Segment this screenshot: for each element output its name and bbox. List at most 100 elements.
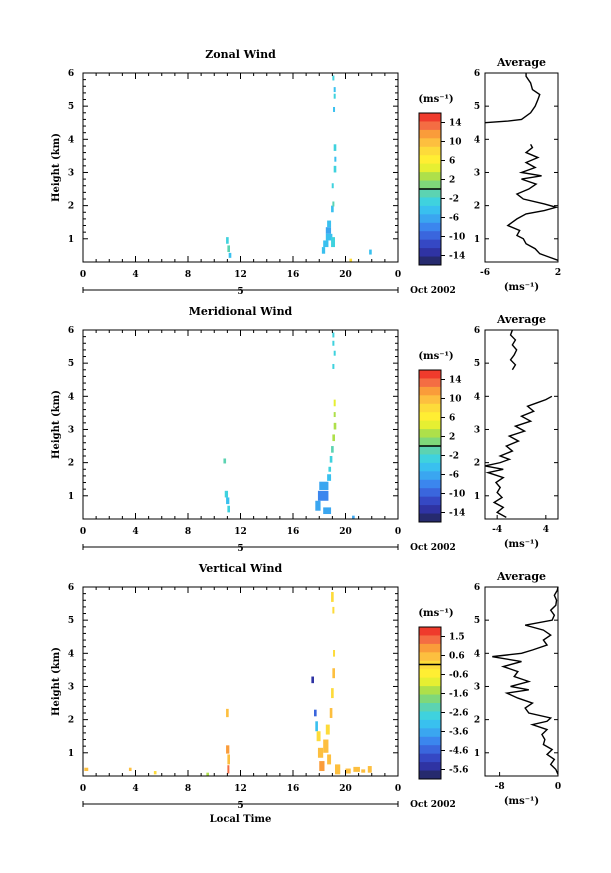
colorbar-swatch [419,513,441,523]
x-tick-label: 16 [287,527,300,537]
x-tick-label: 0 [80,527,86,537]
y-tick-label: 2 [68,202,74,212]
average-x-label: (ms⁻¹) [504,282,539,293]
colorbar-swatch [419,113,441,122]
colorbar-swatch [419,703,441,712]
data-cell [316,731,321,742]
colorbar [419,113,441,266]
y-tick-label: 5 [68,102,74,112]
colorbar-swatch [419,412,441,422]
colorbar-tick-label: 0.6 [449,652,465,662]
average-profile-line [492,586,559,775]
data-cell [226,237,229,244]
data-cell [317,747,324,758]
average-x-tick-label: 2 [555,268,561,278]
data-cell [333,650,336,657]
colorbar-swatch [419,652,441,662]
x-tick-label: 8 [185,527,191,537]
average-y-tick-label: 4 [474,135,480,145]
colorbar-frame [418,626,442,780]
data-cell [321,247,326,254]
colorbar-swatch [419,370,441,379]
colorbar-swatch [419,378,441,388]
colorbar-tick-label: 2 [449,433,455,443]
colorbar-swatch [419,677,441,687]
y-tick-label: 3 [68,682,74,692]
colorbar-swatch [419,719,441,729]
colorbar-tick-label: 10 [449,138,462,148]
data-cell [328,466,332,472]
colorbar-swatch [419,231,441,241]
data-cell [323,739,329,753]
data-cell [325,227,332,234]
data-cell [323,507,332,515]
data-cell [227,765,230,774]
y-tick-label: 3 [68,168,74,178]
data-cell [352,515,355,519]
colorbar-tick-label: -6 [449,471,459,481]
y-tick-label: 4 [68,649,74,659]
y-tick-label: 6 [68,326,74,336]
date-label: Oct 2002 [410,543,456,553]
x-tick-label: 0 [80,784,86,794]
colorbar-swatch [419,239,441,249]
panel-title: Vertical Wind [198,562,283,575]
colorbar-swatch [419,711,441,721]
colorbar-tick-label: -2.6 [449,709,468,719]
average-y-tick-label: 5 [474,616,480,626]
colorbar-swatch [419,248,441,258]
colorbar-swatch [419,172,441,182]
data-cell [332,606,335,614]
day-label: 5 [237,801,243,811]
data-cell [361,769,366,773]
colorbar-unit-label: (ms⁻¹) [418,94,453,105]
colorbar-tick-label: -10 [449,233,465,243]
y-tick-label: 4 [68,135,74,145]
colorbar-swatch [419,745,441,755]
data-cell [224,490,229,498]
colorbar-swatch [419,643,441,653]
y-tick-label: 3 [68,425,74,435]
average-profile-line [506,143,559,262]
data-cell [128,767,132,772]
colorbar-tick-label: 14 [449,376,462,386]
day-label: 5 [237,287,243,297]
colorbar-swatch [419,753,441,763]
colorbar-tick-label: -0.6 [449,671,468,681]
colorbar-swatch [419,386,441,396]
average-y-tick-label: 2 [474,202,480,212]
colorbar-unit-label: (ms⁻¹) [418,608,453,619]
date-label: Oct 2002 [410,286,456,296]
average-y-tick-label: 1 [474,235,480,245]
data-cell [333,412,336,418]
x-tick-label: 20 [339,527,352,537]
data-cell [315,721,318,732]
y-tick-label: 1 [68,492,74,502]
data-cell [367,766,372,773]
data-cell [329,708,333,718]
average-frame [484,586,559,777]
average-profile-line [484,395,553,518]
colorbar-tick-label: 1.5 [449,633,465,643]
data-cell [349,258,353,262]
data-cell [331,591,334,602]
colorbar-tick-label: -2 [449,452,459,462]
colorbar [419,627,441,780]
x-tick-label: 0 [395,270,401,280]
y-tick-label: 2 [68,459,74,469]
day-label: 5 [237,544,243,554]
data-cell [353,766,360,772]
colorbar-swatch [419,762,441,772]
plot-frame [82,329,399,520]
date-label: Oct 2002 [410,800,456,810]
data-cell [331,183,334,189]
colorbar-tick-label: -5.6 [449,766,468,776]
data-cell [333,422,337,430]
x-tick-label: 4 [132,527,138,537]
data-cell [311,676,314,684]
colorbar-swatch [419,420,441,430]
y-tick-label: 6 [68,69,74,79]
colorbar-swatch [419,146,441,156]
